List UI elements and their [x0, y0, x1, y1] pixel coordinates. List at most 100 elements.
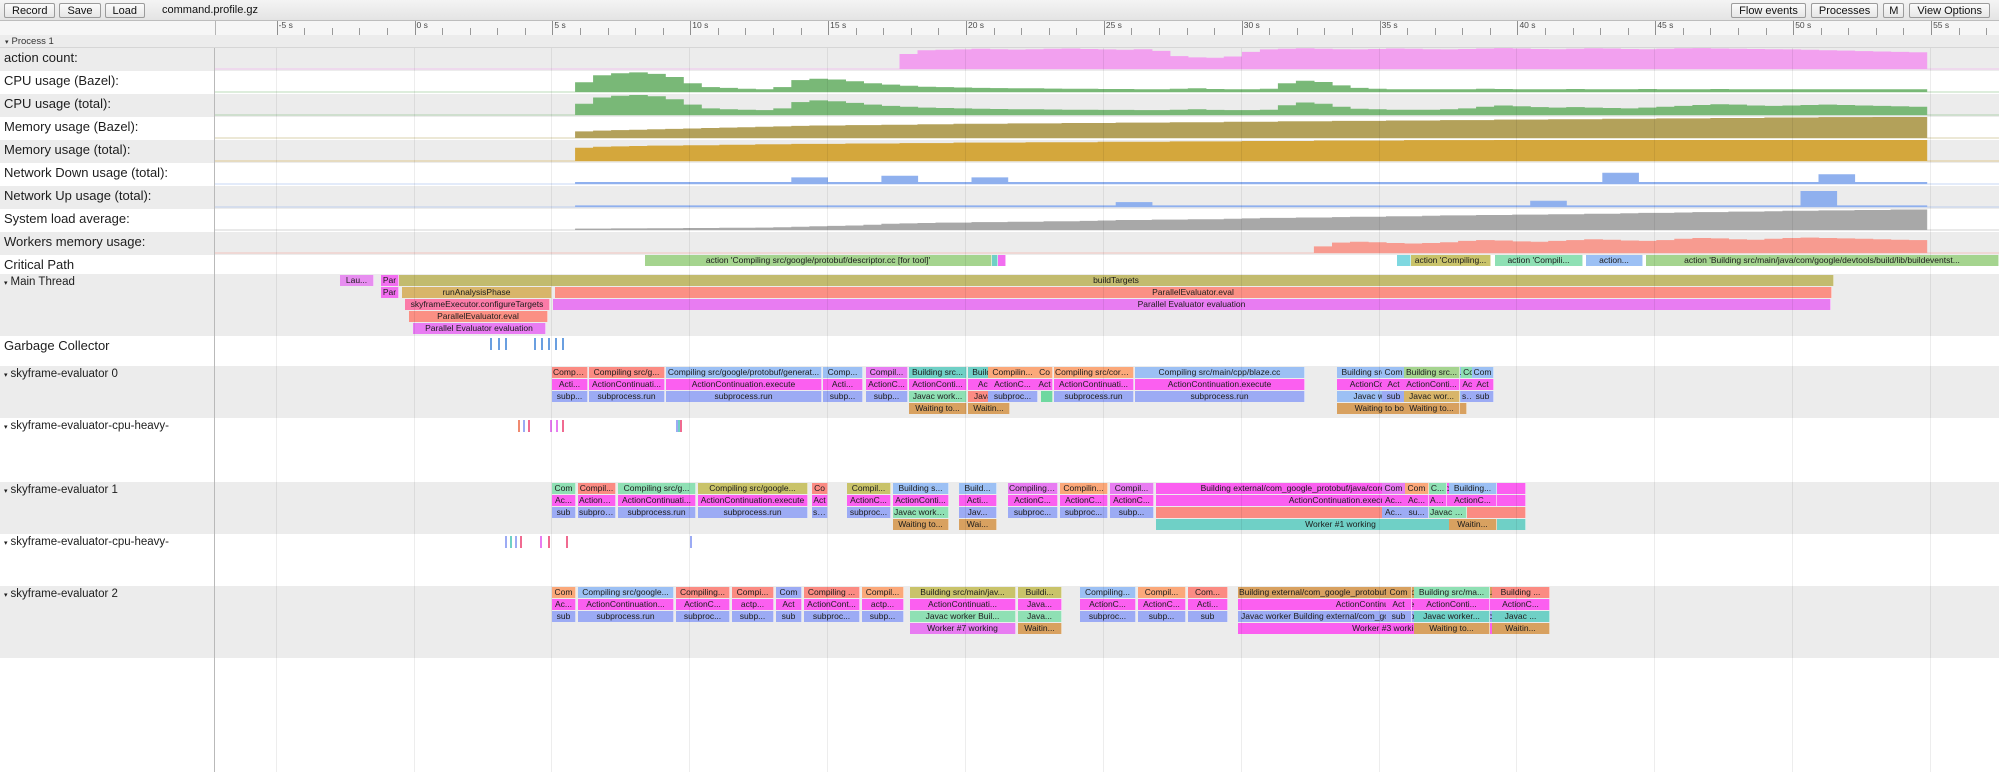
trace-slice[interactable]: Javac wo... — [1429, 507, 1467, 518]
trace-slice[interactable]: Co — [1037, 367, 1053, 378]
trace-slice[interactable]: Par — [381, 287, 399, 298]
track-lane-memory_total[interactable] — [215, 140, 1999, 163]
trace-slice[interactable]: ActionConti... — [909, 379, 967, 390]
trace-slice[interactable]: ActionC... — [866, 379, 908, 390]
trace-slice[interactable]: Worker #1 working — [1156, 519, 1526, 530]
trace-slice[interactable]: Building src... — [909, 367, 967, 378]
trace-slice[interactable]: ActionContinuation.execute — [1156, 495, 1526, 506]
trace-slice[interactable]: Com — [552, 483, 576, 494]
trace-slice[interactable]: Javac work... — [909, 391, 967, 402]
trace-slice[interactable]: subp... — [862, 611, 904, 622]
trace-slice[interactable]: Ac... — [552, 599, 576, 610]
trace-slice[interactable]: Acti... — [1188, 599, 1228, 610]
trace-slice[interactable]: Buildi... — [1018, 587, 1062, 598]
event-tick[interactable] — [523, 420, 525, 432]
trace-slice[interactable]: action 'Compiling... — [1411, 255, 1491, 266]
trace-slice[interactable]: sub — [1188, 611, 1228, 622]
trace-slice[interactable]: Compiling src/google... — [578, 587, 674, 598]
trace-slice[interactable]: Compiling src/g... — [618, 483, 696, 494]
track-lane-sky2[interactable]: Com Compiling src/google... Compiling... Co… — [215, 586, 1999, 658]
track-label-main_thread[interactable]: ▾ Main Thread — [4, 276, 75, 288]
trace-slice[interactable]: Compiling ... — [1008, 483, 1058, 494]
trace-slice[interactable]: subprocess.run — [1054, 391, 1134, 402]
trace-slice[interactable]: Act — [1386, 599, 1412, 610]
timeline-body[interactable]: action count: CPU usage (Bazel): CPU usage… — [0, 48, 1999, 772]
event-tick[interactable] — [680, 420, 682, 432]
process-group-header[interactable]: ▾ Process 1 — [0, 35, 1999, 48]
track-lane-net_up[interactable] — [215, 186, 1999, 209]
event-tick[interactable] — [534, 338, 536, 350]
trace-slice[interactable]: Com — [1382, 367, 1406, 378]
trace-slice[interactable]: subproc... — [804, 611, 860, 622]
trace-slice[interactable]: Wai... — [959, 519, 997, 530]
trace-slice[interactable]: ActionConti... — [893, 495, 949, 506]
trace-slice[interactable]: Building ... — [1492, 587, 1550, 598]
event-tick[interactable] — [555, 338, 557, 350]
event-tick[interactable] — [540, 536, 542, 548]
trace-slice[interactable]: ActionContinuation... — [578, 599, 674, 610]
event-tick[interactable] — [562, 420, 564, 432]
trace-slice[interactable]: Comp... — [823, 367, 863, 378]
trace-slice[interactable]: Building external/com_google_protobuf/ja… — [1156, 483, 1526, 494]
trace-slice[interactable]: Compiling ... — [804, 587, 860, 598]
trace-slice[interactable]: subp... — [1138, 611, 1186, 622]
trace-slice[interactable]: Compil... — [1110, 483, 1154, 494]
trace-slice[interactable]: Compiling src/core/... — [1054, 367, 1134, 378]
event-tick[interactable] — [505, 338, 507, 350]
trace-slice[interactable] — [998, 255, 1006, 266]
trace-slice[interactable]: Javac worker Buil... — [910, 611, 1016, 622]
trace-slice[interactable]: ActionContinuation.execute — [666, 379, 822, 390]
trace-slice[interactable]: subproc... — [676, 611, 730, 622]
event-tick[interactable] — [566, 536, 568, 548]
event-tick[interactable] — [541, 338, 543, 350]
save-button[interactable]: Save — [59, 2, 101, 18]
trace-slice[interactable]: skyframeExecutor.configureTargets — [405, 299, 550, 310]
trace-slice[interactable] — [1041, 391, 1053, 402]
trace-slice[interactable]: ActionContinuati... — [910, 599, 1016, 610]
trace-slice[interactable]: Compiling... — [676, 587, 730, 598]
event-tick[interactable] — [550, 420, 552, 432]
ruler-track[interactable]: -5 s 0 s 5 s 10 s 15 s 20 s 25 s 30 s 35 s 40 s 45… — [215, 21, 1999, 35]
trace-slice[interactable]: subprocess.run — [666, 391, 822, 402]
trace-slice[interactable]: Javac worker... — [893, 507, 949, 518]
trace-slice[interactable]: Com — [1386, 587, 1412, 598]
trace-slice[interactable]: Javac ... — [1492, 611, 1550, 622]
trace-slice[interactable]: ActionCont... — [804, 599, 860, 610]
trace-slice[interactable] — [1156, 507, 1526, 518]
trace-slice[interactable]: Parallel Evaluator evaluation — [553, 299, 1831, 310]
trace-slice[interactable]: Compil... — [862, 587, 904, 598]
track-lane-workers_mem[interactable] — [215, 232, 1999, 255]
trace-slice[interactable]: Waiting to borrow worker — [1337, 403, 1467, 414]
trace-slice[interactable]: subprocess.run — [589, 391, 665, 402]
trace-slice[interactable]: Com — [1382, 483, 1406, 494]
trace-slice[interactable]: Compiling... — [1080, 587, 1136, 598]
track-lane-cpuheavy2[interactable] — [215, 534, 1999, 586]
trace-slice[interactable]: subprocess.run — [698, 507, 808, 518]
trace-slice[interactable]: Waitin... — [1492, 623, 1550, 634]
trace-slice[interactable]: subproc... — [988, 391, 1038, 402]
trace-slice[interactable]: Compiling src/main/cpp/blaze.cc — [1135, 367, 1305, 378]
trace-slice[interactable]: action 'Building src/main/java/com/googl… — [1646, 255, 1999, 266]
trace-slice[interactable]: buildTargets — [399, 275, 1834, 286]
event-tick[interactable] — [490, 338, 492, 350]
trace-slice[interactable]: action... — [1586, 255, 1643, 266]
trace-slice[interactable]: Par — [381, 275, 399, 286]
trace-slice[interactable]: ActionConti... — [1404, 379, 1460, 390]
view-options-button[interactable]: View Options — [1909, 2, 1990, 18]
trace-slice[interactable]: Compiling src/g... — [589, 367, 665, 378]
trace-slice[interactable]: Waitin... — [1449, 519, 1497, 530]
trace-slice[interactable]: sub — [1382, 391, 1406, 402]
track-lane-cpu_bazel[interactable] — [215, 71, 1999, 94]
trace-slice[interactable]: Building src/main/jav... — [910, 587, 1016, 598]
track-label-cpuheavy1[interactable]: ▾ skyframe-evaluator-cpu-heavy- — [4, 420, 169, 432]
trace-slice[interactable]: Worker #7 working — [910, 623, 1016, 634]
chevron-down-icon[interactable]: ▾ — [4, 592, 8, 599]
trace-slice[interactable]: Parallel Evaluator evaluation — [413, 323, 546, 334]
trace-slice[interactable]: Compilin... — [1060, 483, 1108, 494]
trace-slice[interactable]: Com — [552, 587, 576, 598]
chevron-down-icon[interactable]: ▾ — [5, 39, 9, 46]
event-tick[interactable] — [515, 536, 517, 548]
event-tick[interactable] — [505, 536, 507, 548]
trace-slice[interactable]: Compiling src/google... — [698, 483, 808, 494]
trace-slice[interactable]: Compil... — [866, 367, 908, 378]
